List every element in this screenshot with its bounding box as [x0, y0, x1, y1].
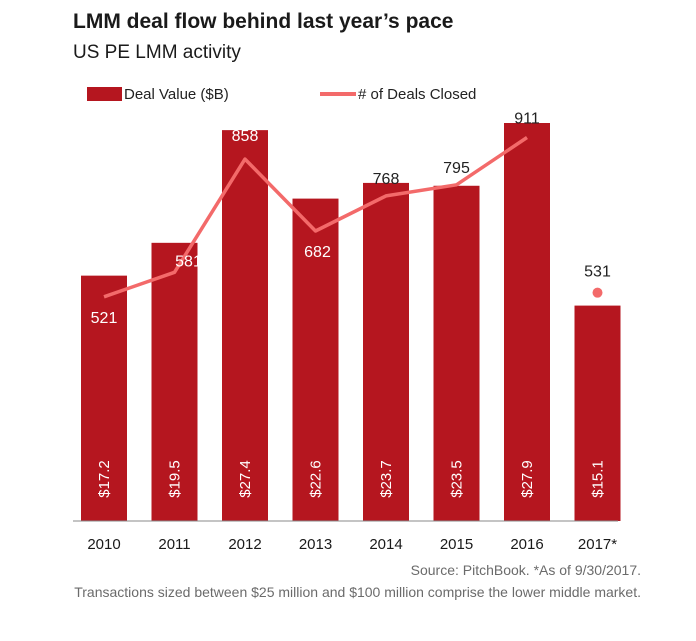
deals-count-label: 531 [584, 264, 611, 281]
x-tick-label: 2010 [87, 536, 120, 553]
bar [81, 275, 127, 521]
chart-subtitle: US PE LMM activity [73, 42, 241, 63]
x-tick-label: 2011 [158, 536, 190, 553]
source-note: Source: PitchBook. *As of 9/30/2017. [410, 562, 641, 578]
bar [574, 305, 621, 521]
deals-count-label: 911 [514, 110, 540, 127]
footnote: Transactions sized between $25 million a… [74, 584, 641, 600]
x-tick-label: 2012 [228, 536, 261, 553]
x-tick-label: 2014 [369, 536, 402, 553]
bar-value-label: $15.1 [590, 460, 607, 498]
x-tick-label: 2017* [578, 536, 617, 553]
x-tick-label: 2015 [440, 536, 473, 553]
deals-count-label: 795 [443, 160, 470, 177]
bar-value-label: $23.5 [449, 460, 466, 498]
bar [504, 123, 550, 521]
deals-count-label: 768 [373, 171, 400, 188]
bar-value-label: $27.4 [237, 460, 254, 498]
deals-count-label: 682 [304, 244, 331, 261]
bar-value-label: $19.5 [167, 460, 184, 498]
bar-value-label: $22.6 [308, 460, 325, 498]
x-ticks-group: 2010 2011 2012 2013 2014 2015 2016 2017* [87, 536, 617, 553]
legend-line-label: # of Deals Closed [358, 86, 476, 103]
bar-value-label: $27.9 [519, 460, 536, 498]
bars-group [81, 123, 621, 522]
bar [433, 185, 480, 521]
bar-values-group: $17.2 $19.5 $27.4 $22.6 $23.7 $23.5 $27.9 $15.1 [96, 460, 607, 498]
deals-count-label: 581 [175, 253, 202, 270]
bar [151, 242, 198, 522]
chart-title: LMM deal flow behind last year’s pace [73, 10, 454, 33]
deals-labels-group: 521 581 858 682 768 795 911 531 [91, 110, 611, 326]
legend-bar-label: Deal Value ($B) [124, 86, 229, 103]
legend-bar-swatch [87, 87, 122, 101]
bar-value-label: $17.2 [96, 460, 113, 498]
x-tick-label: 2016 [510, 536, 543, 553]
deals-line-group [103, 136, 603, 299]
bar-value-label: $23.7 [378, 460, 395, 498]
deals-count-label: 858 [232, 128, 259, 145]
bar [292, 198, 339, 522]
deals-line [103, 136, 528, 299]
bar [363, 182, 409, 521]
deals-point-2017 [592, 287, 603, 298]
x-tick-label: 2013 [299, 536, 332, 553]
deals-count-label: 521 [91, 310, 118, 327]
bar [222, 130, 268, 521]
